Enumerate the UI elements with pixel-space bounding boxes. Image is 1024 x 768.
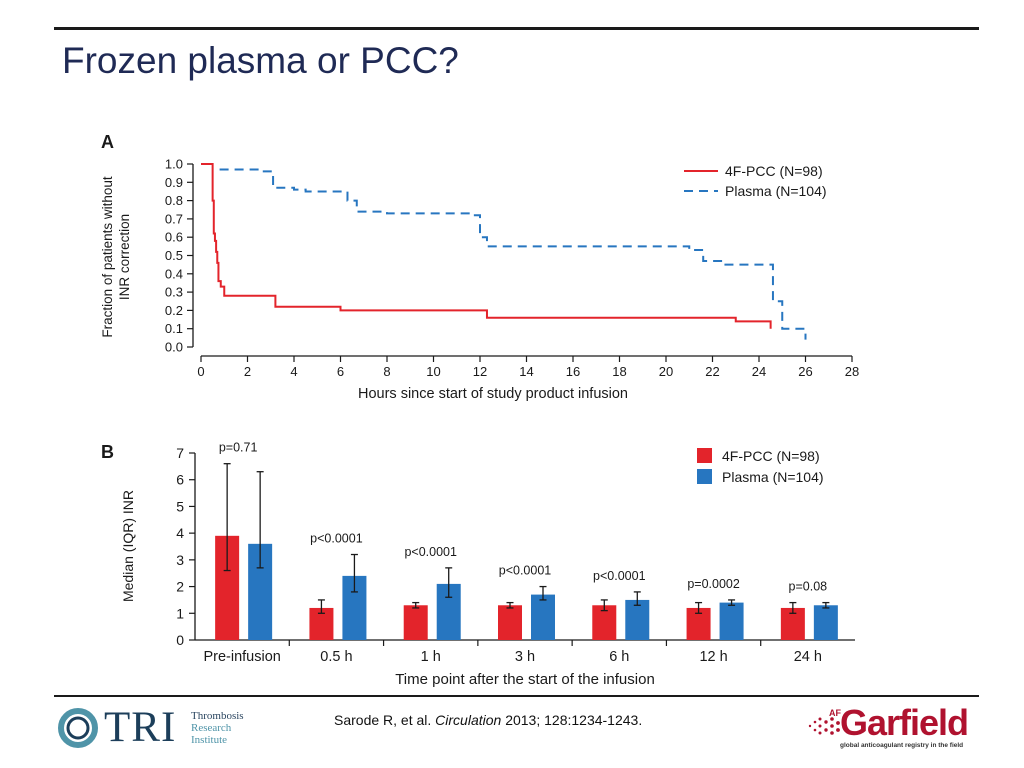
y-tick-label: 1 [176, 605, 184, 621]
x-axis-label: Time point after the start of the infusi… [395, 671, 655, 688]
bar-4f-pcc [498, 605, 522, 640]
panel-a-survival-chart: A0.00.10.20.30.40.50.60.70.80.91.00 2 4 6 8 1… [100, 132, 859, 402]
p-value-label: p=0.08 [789, 580, 828, 594]
x-tick-label: 16 [566, 364, 580, 379]
x-axis-label: Hours since start of study product infus… [358, 386, 628, 402]
tri-subtitle-line: Thrombosis [191, 710, 244, 722]
citation-details: 2013; 128:1234-1243. [505, 712, 643, 728]
legend-swatch [697, 469, 712, 484]
x-tick-label: 10 [426, 364, 440, 379]
legend-label: 4F-PCC (N=98) [722, 448, 820, 464]
y-axis-label: Fraction of patients without INR correcti… [100, 176, 132, 338]
p-value-label: p=0.0002 [687, 577, 740, 591]
x-tick-label: 22 [705, 364, 719, 379]
x-tick-label: 2 [244, 364, 251, 379]
y-tick-label: 0.4 [165, 266, 183, 281]
y-tick-label: 0 [176, 632, 184, 648]
x-tick-label: 26 [798, 364, 812, 379]
legend-swatch [697, 448, 712, 463]
y-tick-label: 4 [176, 525, 184, 541]
legend-label: Plasma (N=104) [722, 469, 824, 485]
panel-label: B [101, 442, 114, 462]
bottom-rule [54, 695, 979, 697]
garfield-tagline: global anticoagulant registry in the fie… [840, 742, 964, 749]
category-label: Pre-infusion [203, 649, 280, 665]
x-tick-label: 18 [612, 364, 626, 379]
p-value-label: p<0.0001 [310, 532, 363, 546]
category-label: 0.5 h [320, 649, 352, 665]
y-axis-label: Median (IQR) INR [120, 490, 136, 602]
bar-plasma [719, 602, 744, 640]
y-tick-label: 1.0 [165, 157, 183, 172]
garfield-wordmark: Garfield [840, 702, 969, 743]
y-axis-label-line: Fraction of patients without [100, 176, 115, 338]
bar-plasma [531, 594, 555, 640]
y-axis-label-line: INR correction [117, 214, 132, 300]
bar-plasma [625, 599, 650, 640]
garfield-dots-icon [808, 717, 840, 735]
y-tick-label: 0.1 [165, 321, 183, 336]
y-tick-label: 5 [176, 498, 184, 514]
slide-title: Frozen plasma or PCC? [62, 40, 459, 81]
series-line-4f-pcc [201, 163, 772, 329]
legend-label: 4F-PCC (N=98) [725, 163, 823, 179]
x-tick-label: 6 [337, 364, 344, 379]
garfield-prefix: AF [829, 708, 841, 718]
y-tick-label: 0.5 [165, 248, 183, 263]
y-tick-label: 0.2 [165, 303, 183, 318]
top-rule [54, 27, 979, 30]
x-tick-label: 4 [290, 364, 297, 379]
y-tick-label: 0.8 [165, 193, 183, 208]
panel-label: A [101, 132, 114, 152]
category-label: 1 h [421, 649, 441, 665]
y-tick-label: 3 [176, 552, 184, 568]
p-value-label: p=0.71 [219, 441, 258, 455]
citation: Sarode R, et al. Circulation 2013; 128:1… [334, 712, 642, 728]
x-tick-label: 8 [383, 364, 390, 379]
category-label: 24 h [794, 649, 822, 665]
tri-subtitle-line: Research [191, 722, 232, 734]
x-tick-label: 14 [519, 364, 533, 379]
p-value-label: p<0.0001 [593, 569, 646, 583]
tri-wordmark: TRI [104, 704, 177, 751]
y-tick-label: 7 [176, 445, 184, 461]
x-tick-label: 20 [659, 364, 673, 379]
y-tick-label: 0.7 [165, 211, 183, 226]
y-tick-label: 0.6 [165, 230, 183, 245]
category-label: 12 h [699, 649, 727, 665]
category-label: 3 h [515, 649, 535, 665]
y-tick-label: 0.9 [165, 175, 183, 190]
tri-subtitle: Thrombosis Research Institute [191, 710, 244, 746]
tri-ring-icon [58, 708, 98, 748]
figure-panels: A0.00.10.20.30.40.50.60.70.80.91.00 2 4 6 8 1… [100, 132, 859, 688]
y-tick-label: 0.0 [165, 340, 183, 355]
citation-authors: Sarode R, et al. [334, 712, 432, 728]
series-line-plasma [219, 168, 807, 340]
y-tick-label: 0.3 [165, 285, 183, 300]
y-tick-label: 6 [176, 472, 184, 488]
tri-subtitle-line: Institute [191, 734, 228, 746]
x-tick-label: 24 [752, 364, 766, 379]
y-tick-label: 2 [176, 579, 184, 595]
x-tick-label: 0 [197, 364, 204, 379]
garfield-logo: AF Garfield global anticoagulant registr… [806, 702, 976, 756]
legend-label: Plasma (N=104) [725, 183, 827, 199]
x-tick-label: 28 [845, 364, 859, 379]
citation-journal: Circulation [435, 712, 502, 728]
category-label: 6 h [609, 649, 629, 665]
bar-4f-pcc [403, 605, 428, 640]
x-tick-label: 12 [473, 364, 487, 379]
p-value-label: p<0.0001 [499, 564, 552, 578]
panel-b-bar-chart: B 0 1 2 3 4 5 6 7 Median (IQR) INR Time point afte… [101, 441, 855, 688]
bar-plasma [813, 605, 838, 640]
p-value-label: p<0.0001 [404, 545, 457, 559]
